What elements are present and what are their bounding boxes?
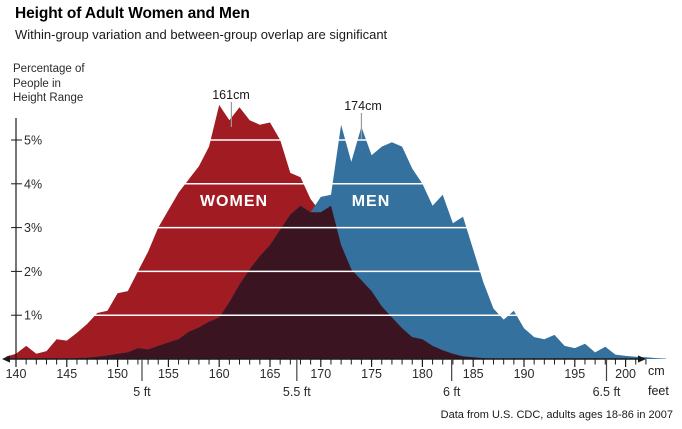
x-tick-label: 155 xyxy=(158,367,179,381)
x-tick-label: 160 xyxy=(209,367,230,381)
x-tick-label: 200 xyxy=(615,367,636,381)
feet-tick-label: 6 ft xyxy=(443,385,461,399)
x-tick-label: 190 xyxy=(514,367,535,381)
x-tick-label: 165 xyxy=(260,367,281,381)
men-peak-annotation: 174cm xyxy=(344,99,382,113)
x-tick-label: 150 xyxy=(107,367,128,381)
y-tick-label: 1% xyxy=(24,309,42,323)
y-tick-label: 5% xyxy=(24,134,42,148)
x-tick-label: 185 xyxy=(463,367,484,381)
x-tick-label: 140 xyxy=(6,367,27,381)
chart-subtitle: Within-group variation and between-group… xyxy=(15,27,388,42)
women-peak-annotation: 161cm xyxy=(212,88,250,102)
overlap-area xyxy=(5,205,667,359)
men-series-label: MEN xyxy=(351,193,391,210)
x-axis-unit-feet: feet xyxy=(648,384,669,398)
feet-tick-label: 6.5 ft xyxy=(593,385,621,399)
women-series-label: WOMEN xyxy=(199,193,269,210)
x-tick-label: 175 xyxy=(361,367,382,381)
source-note: Data from U.S. CDC, adults ages 18-86 in… xyxy=(440,409,673,421)
x-tick-label: 195 xyxy=(564,367,585,381)
x-axis-left-arrow xyxy=(2,355,10,363)
y-axis-title: Percentage of People in Height Range xyxy=(13,63,85,104)
x-tick-label: 170 xyxy=(310,367,331,381)
page-title: Height of Adult Women and Men xyxy=(15,5,250,22)
feet-tick-label: 5 ft xyxy=(133,385,151,399)
x-tick-label: 145 xyxy=(56,367,77,381)
x-axis-right-arrow xyxy=(638,355,646,363)
x-axis-unit-cm: cm xyxy=(648,364,665,378)
feet-tick-label: 5.5 ft xyxy=(283,385,311,399)
y-tick-label: 2% xyxy=(24,265,42,279)
y-tick-label: 4% xyxy=(24,177,42,191)
x-tick-label: 180 xyxy=(412,367,433,381)
y-tick-label: 3% xyxy=(24,221,42,235)
